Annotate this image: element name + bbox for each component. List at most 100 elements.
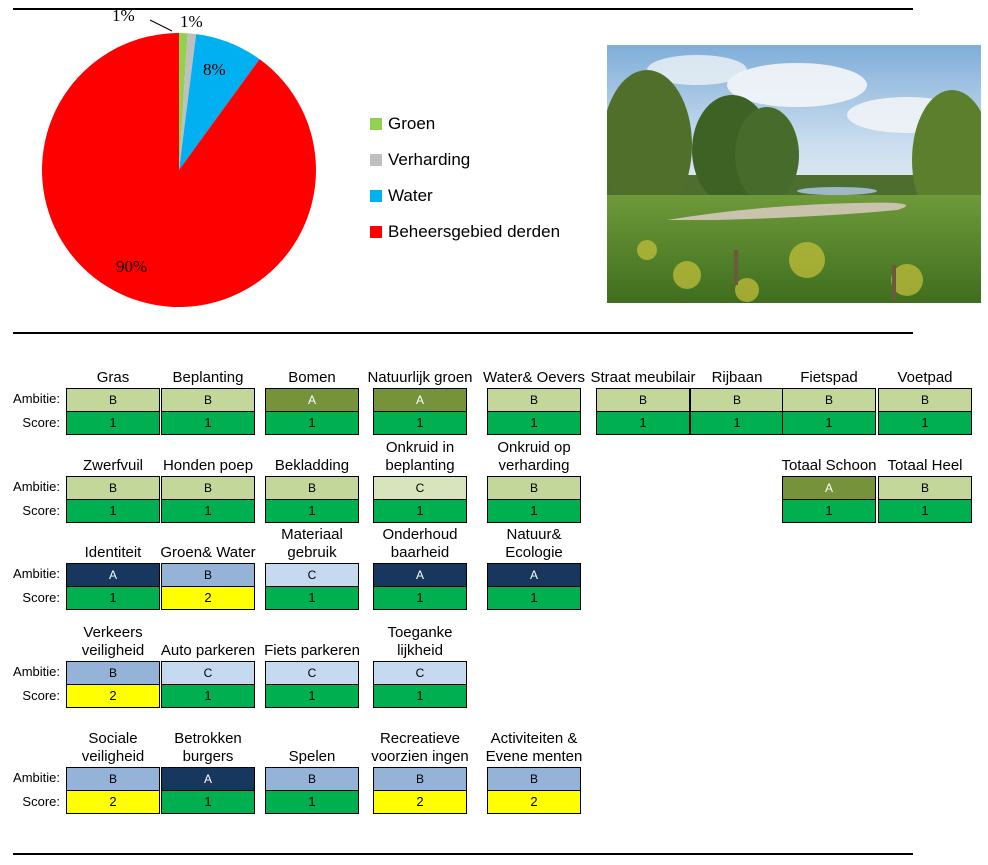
legend-swatch-groen bbox=[370, 118, 382, 130]
score-cell: 1 bbox=[373, 587, 467, 610]
ambitie-cell: A bbox=[161, 767, 255, 791]
slice-label-water: 8% bbox=[203, 60, 226, 79]
score-cell: 1 bbox=[265, 500, 359, 523]
score-card: Materiaal gebruik C 1 bbox=[265, 526, 359, 610]
ambitie-cell: B bbox=[161, 563, 255, 587]
category-title: Materiaal gebruik bbox=[281, 526, 343, 561]
category-title: Auto parkeren bbox=[160, 642, 256, 659]
score-cell: 2 bbox=[66, 685, 160, 708]
legend-swatch-water bbox=[370, 190, 382, 202]
ambitie-cell: B bbox=[161, 388, 255, 412]
score-card: Totaal Schoon A 1 bbox=[781, 457, 877, 523]
category-title: Onderhoud baarheid bbox=[382, 526, 458, 561]
score-cell: 1 bbox=[878, 500, 972, 523]
score-card: Toeganke lijkheid C 1 bbox=[373, 624, 467, 708]
score-cell: 1 bbox=[265, 587, 359, 610]
score-cell: 1 bbox=[596, 412, 690, 435]
category-title: Spelen bbox=[288, 748, 336, 765]
ambitie-row-label: Ambitie: bbox=[13, 664, 60, 679]
category-title: Voetpad bbox=[897, 369, 953, 386]
category-title: Totaal Heel bbox=[887, 457, 963, 474]
category-title: Activiteiten & Evene menten bbox=[485, 730, 583, 765]
category-title: Gras bbox=[96, 369, 130, 386]
ambitie-cell: B bbox=[373, 767, 467, 791]
score-card: Spelen B 1 bbox=[265, 748, 359, 814]
category-title: Natuur& Ecologie bbox=[505, 526, 563, 561]
legend-label-derden: Beheersgebied derden bbox=[388, 222, 561, 241]
score-card: Onkruid in beplanting C 1 bbox=[373, 439, 467, 523]
score-cell: 1 bbox=[161, 685, 255, 708]
category-title: Onkruid op verharding bbox=[497, 439, 571, 474]
score-card: Straat meubilair B 1 bbox=[590, 369, 696, 435]
score-cell: 2 bbox=[161, 587, 255, 610]
category-title: Bomen bbox=[288, 369, 336, 386]
score-card: Fiets parkeren C 1 bbox=[264, 642, 360, 708]
score-cell: 1 bbox=[373, 685, 467, 708]
pie-leader-line bbox=[149, 19, 173, 32]
category-title: Sociale veiligheid bbox=[81, 730, 145, 765]
legend-item-derden: Beheersgebied derden bbox=[370, 214, 560, 250]
ambitie-cell: C bbox=[161, 661, 255, 685]
legend-swatch-verharding bbox=[370, 154, 382, 166]
category-title: Bekladding bbox=[274, 457, 350, 474]
score-cell: 1 bbox=[66, 500, 160, 523]
legend-label-groen: Groen bbox=[388, 114, 436, 133]
category-title: Groen& Water bbox=[160, 544, 256, 561]
score-card: Recreatieve voorzien ingen B 2 bbox=[371, 730, 469, 814]
category-title: Identiteit bbox=[84, 544, 142, 561]
ambitie-cell: B bbox=[878, 388, 972, 412]
ambitie-cell: C bbox=[373, 476, 467, 500]
ambitie-cell: B bbox=[66, 767, 160, 791]
score-cell: 1 bbox=[161, 500, 255, 523]
score-cell: 1 bbox=[161, 791, 255, 814]
bottom-rule bbox=[13, 853, 913, 855]
score-card: Betrokken burgers A 1 bbox=[161, 730, 255, 814]
category-title: Rijbaan bbox=[711, 369, 763, 386]
ambitie-row-label: Ambitie: bbox=[13, 391, 60, 406]
ambitie-cell: B bbox=[878, 476, 972, 500]
score-card: Zwerfvuil B 1 bbox=[66, 457, 160, 523]
score-card: Natuurlijk groen A 1 bbox=[367, 369, 473, 435]
ambitie-cell: B bbox=[487, 388, 581, 412]
category-title: Fiets parkeren bbox=[264, 642, 360, 659]
category-title: Totaal Schoon bbox=[781, 457, 877, 474]
score-card: Identiteit A 1 bbox=[66, 544, 160, 610]
category-title: Zwerfvuil bbox=[82, 457, 143, 474]
score-cell: 1 bbox=[66, 412, 160, 435]
score-card: Onkruid op verharding B 1 bbox=[487, 439, 581, 523]
slice-label-derden: 90% bbox=[116, 257, 147, 276]
score-card: Groen& Water B 2 bbox=[160, 544, 256, 610]
pie-chart: 1% 1% 8% 90% bbox=[41, 6, 316, 307]
legend-item-verharding: Verharding bbox=[370, 142, 560, 178]
score-row-label: Score: bbox=[22, 794, 60, 809]
ambitie-cell: B bbox=[265, 476, 359, 500]
score-card: Beplanting B 1 bbox=[161, 369, 255, 435]
score-cell: 2 bbox=[373, 791, 467, 814]
ambitie-cell: C bbox=[265, 661, 359, 685]
score-cell: 1 bbox=[265, 412, 359, 435]
category-title: Onkruid in beplanting bbox=[385, 439, 455, 474]
score-card: Natuur& Ecologie A 1 bbox=[487, 526, 581, 610]
legend-label-water: Water bbox=[388, 186, 433, 205]
slice-label-verharding: 1% bbox=[180, 12, 203, 31]
score-card: Rijbaan B 1 bbox=[690, 369, 784, 435]
score-cell: 1 bbox=[373, 412, 467, 435]
ambitie-cell: B bbox=[690, 388, 784, 412]
pie-slice-beheersgebied-derden bbox=[41, 33, 316, 307]
score-cell: 1 bbox=[161, 412, 255, 435]
ambitie-cell: A bbox=[66, 563, 160, 587]
ambitie-cell: A bbox=[373, 563, 467, 587]
ambitie-cell: A bbox=[487, 563, 581, 587]
score-cell: 1 bbox=[782, 500, 876, 523]
score-cell: 1 bbox=[265, 685, 359, 708]
score-cell: 1 bbox=[690, 412, 784, 435]
score-row-label: Score: bbox=[22, 415, 60, 430]
ambitie-cell: B bbox=[596, 388, 690, 412]
score-cell: 1 bbox=[782, 412, 876, 435]
score-card: Voetpad B 1 bbox=[878, 369, 972, 435]
score-cell: 1 bbox=[487, 587, 581, 610]
ambitie-cell: C bbox=[373, 661, 467, 685]
category-title: Recreatieve voorzien ingen bbox=[371, 730, 469, 765]
score-cell: 1 bbox=[66, 587, 160, 610]
pie-slice-verharding bbox=[179, 33, 197, 170]
